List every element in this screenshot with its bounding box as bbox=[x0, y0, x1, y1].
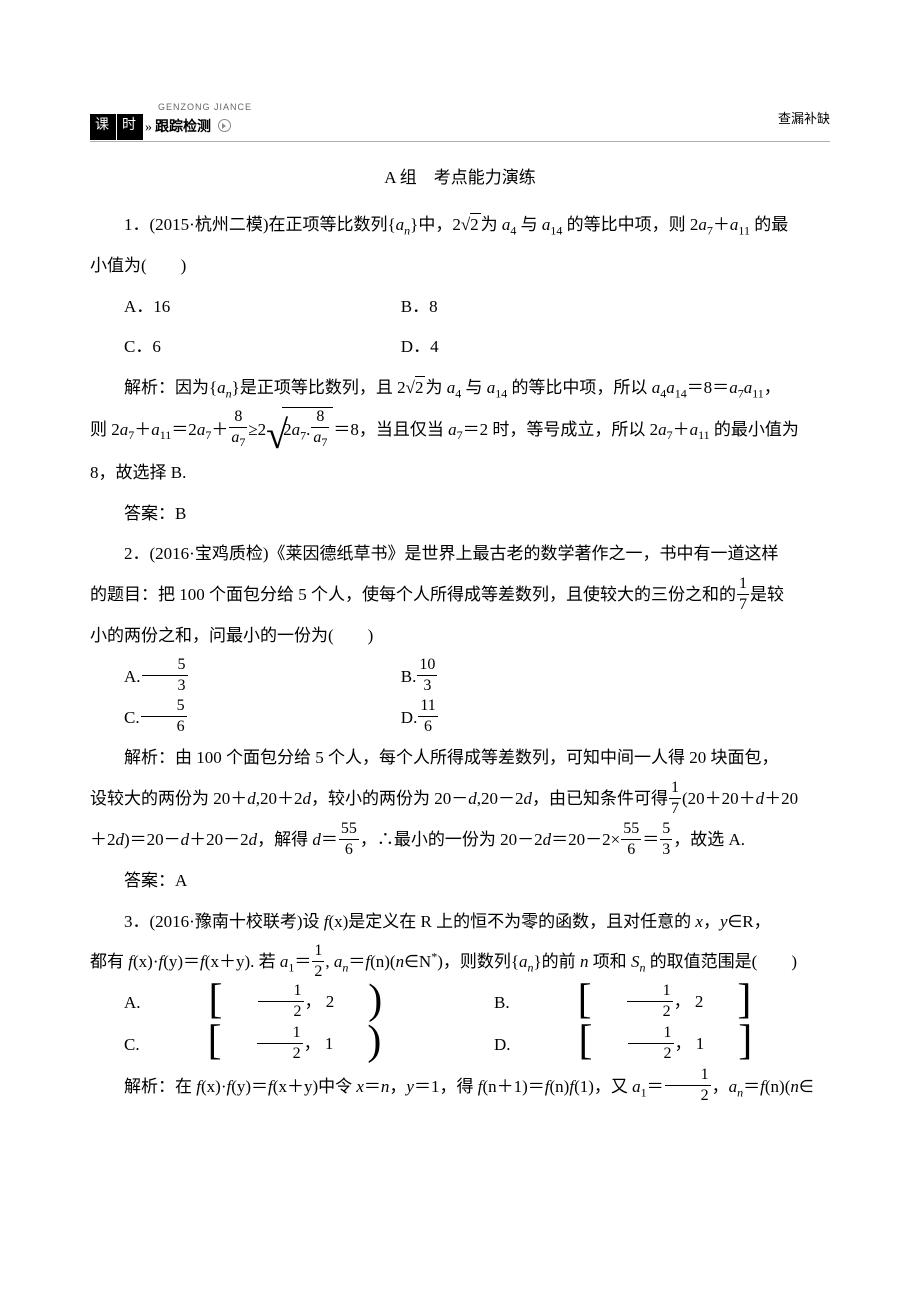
q2-options: A.53 B.103 C.56 D.116 bbox=[90, 657, 830, 739]
q3-options: A.[12， 2) B.[12， 2] C.[12， 1) D.[12， 1] bbox=[90, 983, 830, 1067]
q2-optB: B.103 bbox=[401, 657, 830, 698]
q3-exp: 解析：在 f(x)·f(y)＝f(x＋y)中令 x＝n，y＝1，得 f(n＋1)… bbox=[90, 1067, 830, 1108]
q1-optA: A．16 bbox=[90, 287, 401, 328]
q2-stem2: 的题目：把 100 个面包分给 5 个人，使每个人所得成等差数列，且使较大的三份… bbox=[90, 575, 830, 616]
q2-optA: A.53 bbox=[90, 657, 401, 698]
badge-ke: 课 bbox=[90, 114, 116, 139]
q3-optD: D.[12， 1] bbox=[460, 1025, 830, 1067]
q3-stem2: 都有 f(x)·f(y)＝f(x＋y). 若 a1＝12, an＝f(n)(n∈… bbox=[90, 942, 830, 983]
section-group: A 组 bbox=[384, 168, 417, 187]
q2-optC: C.56 bbox=[90, 698, 401, 739]
q1-optB: B．8 bbox=[401, 287, 830, 328]
q2-exp2: 设较大的两份为 20＋d,20＋2d，较小的两份为 20－d,20－2d，由已知… bbox=[90, 779, 830, 820]
q3-optB: B.[12， 2] bbox=[460, 983, 830, 1025]
chevron-icon: » bbox=[145, 117, 149, 139]
track-label: 跟踪检测 bbox=[155, 120, 211, 135]
header-right-label: 查漏补缺 bbox=[778, 109, 830, 130]
q2-ans: 答案：A bbox=[90, 861, 830, 902]
badge-shi: 时 bbox=[117, 114, 143, 139]
q2-exp1: 解析：由 100 个面包分给 5 个人，每个人所得成等差数列，可知中间一人得 2… bbox=[90, 738, 830, 779]
q1-exp2: 则 2a7＋a11＝2a7＋8a7≥2√2a7.8a7＝8，当且仅当 a7＝2 … bbox=[90, 409, 830, 453]
header-bar: 课 时 » GENZONG JIANCE 跟踪检测 查漏补缺 bbox=[90, 100, 830, 142]
header-left: 课 时 » GENZONG JIANCE 跟踪检测 bbox=[90, 100, 252, 140]
q1-ans: 答案：B bbox=[90, 494, 830, 535]
q3-optA: A.[12， 2) bbox=[90, 983, 460, 1025]
q1-optC: C．6 bbox=[90, 327, 401, 368]
q1-optD: D．4 bbox=[401, 327, 830, 368]
q3-optC: C.[12， 1) bbox=[90, 1025, 460, 1067]
q1-stem2: 小值为( ) bbox=[90, 246, 830, 287]
section-title: A 组 考点能力演练 bbox=[90, 164, 830, 191]
q2-stem3: 小的两份之和，问最小的一份为( ) bbox=[90, 616, 830, 657]
q1-exp3: 8，故选择 B. bbox=[90, 453, 830, 494]
q1-exp1: 解析：因为{an}是正项等比数列，且 2√2为 a4 与 a14 的等比中项，所… bbox=[90, 368, 830, 409]
q2-stem1: 2．(2016·宝鸡质检)《莱因德纸草书》是世界上最古老的数学著作之一，书中有一… bbox=[90, 534, 830, 575]
q2-exp3: ＋2d)＝20－d＋20－2d，解得 d＝556，∴最小的一份为 20－2d＝2… bbox=[90, 820, 830, 861]
q1-stem: 1．(2015·杭州二模)在正项等比数列{an}中，2√2为 a4 与 a14 … bbox=[90, 205, 830, 246]
q2-optD: D.116 bbox=[401, 698, 830, 739]
q3-stem1: 3．(2016·豫南十校联考)设 f(x)是定义在 R 上的恒不为零的函数，且对… bbox=[90, 902, 830, 943]
section-text: 考点能力演练 bbox=[434, 168, 536, 187]
q1-options: A．16 B．8 C．6 D．4 bbox=[90, 287, 830, 369]
play-circle-icon bbox=[218, 119, 231, 132]
